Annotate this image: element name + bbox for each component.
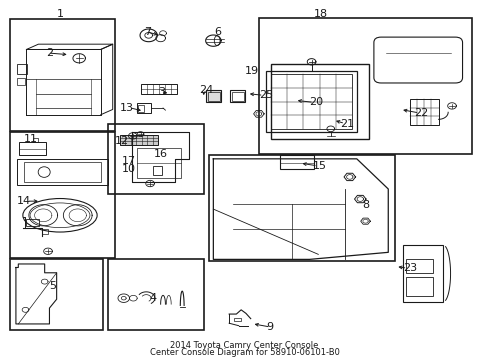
Text: 3: 3	[158, 87, 165, 97]
Bar	[409, 99, 438, 125]
Text: 2: 2	[45, 48, 53, 58]
Text: 14: 14	[17, 196, 31, 206]
Bar	[10, 19, 115, 131]
Text: 7: 7	[143, 27, 151, 37]
Bar	[258, 18, 471, 154]
Text: 21: 21	[340, 118, 354, 129]
Text: 5: 5	[50, 281, 57, 291]
Bar	[208, 92, 219, 100]
Text: 4: 4	[150, 293, 157, 303]
Text: 17: 17	[122, 156, 136, 166]
Bar	[24, 162, 101, 182]
Text: 11: 11	[24, 134, 38, 144]
Text: Center Console Diagram for 58910-06101-B0: Center Console Diagram for 58910-06101-B…	[149, 348, 339, 357]
Text: 12: 12	[115, 136, 129, 146]
Text: 19: 19	[244, 66, 258, 76]
Text: 8: 8	[361, 200, 368, 210]
Text: 16: 16	[153, 149, 167, 158]
Text: 18: 18	[313, 9, 327, 19]
Bar	[232, 92, 243, 100]
Bar	[26, 219, 40, 226]
Bar	[270, 74, 351, 129]
Bar	[137, 103, 151, 113]
Bar	[17, 64, 27, 74]
Bar	[120, 135, 158, 145]
Text: 25: 25	[258, 90, 272, 100]
Bar	[17, 78, 25, 85]
Text: 2014 Toyota Camry Center Console: 2014 Toyota Camry Center Console	[170, 341, 318, 350]
Bar	[206, 90, 221, 102]
Text: 24: 24	[199, 85, 213, 95]
Bar	[233, 318, 241, 321]
Text: 13: 13	[120, 103, 134, 113]
Bar	[136, 148, 181, 178]
Bar	[10, 259, 103, 330]
Bar	[280, 155, 313, 170]
Bar	[406, 259, 432, 274]
Text: 23: 23	[402, 263, 416, 273]
Bar	[402, 245, 443, 302]
Bar	[153, 166, 162, 175]
Text: 22: 22	[414, 108, 428, 118]
Bar	[138, 104, 143, 112]
Text: 6: 6	[214, 27, 221, 37]
Text: 1: 1	[57, 9, 63, 19]
Bar	[42, 229, 48, 234]
Bar	[108, 123, 203, 194]
Bar	[10, 132, 115, 258]
Text: 9: 9	[265, 322, 273, 332]
Text: 20: 20	[308, 98, 323, 107]
Bar	[141, 84, 177, 94]
Bar	[265, 71, 356, 132]
Bar	[270, 64, 368, 139]
Bar	[108, 259, 203, 330]
Bar	[208, 155, 395, 261]
Bar	[230, 90, 245, 102]
Bar	[17, 159, 108, 185]
Bar	[33, 138, 39, 142]
Bar	[19, 142, 45, 155]
Text: 10: 10	[122, 165, 136, 174]
Text: 15: 15	[312, 161, 326, 171]
Bar	[406, 277, 432, 296]
